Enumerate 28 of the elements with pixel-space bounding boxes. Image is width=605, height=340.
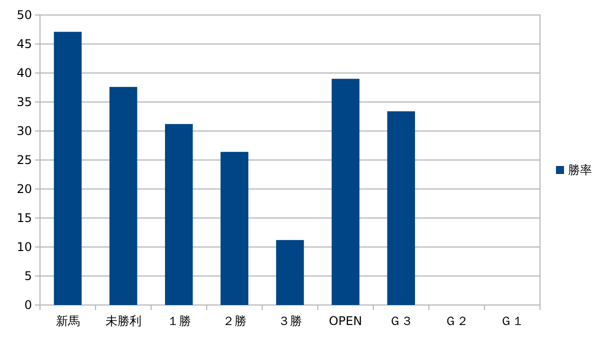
y-tick-label: 50 [16,8,32,22]
y-tick-label: 45 [16,37,32,52]
x-tick-label: OPEN [328,314,362,328]
y-tick-label: 25 [16,153,32,168]
x-tick-label: １勝 [166,314,191,328]
y-tick-label: 30 [16,124,32,138]
bar [332,78,360,305]
x-tick-label: ２勝 [222,314,246,328]
bar [165,124,193,305]
y-tick-label: 40 [16,66,32,80]
y-tick-label: 20 [16,182,32,196]
y-tick-label: 35 [16,95,32,110]
x-tick-label: Ｇ３ [389,314,414,328]
y-tick-label: 0 [24,298,32,312]
y-tick-label: 5 [24,269,32,284]
y-tick-label: 15 [16,211,32,226]
x-tick-label: ３勝 [278,314,302,328]
bar [109,86,138,305]
bar [220,152,248,305]
bar [54,32,82,305]
bar [276,240,304,305]
y-tick-label: 10 [16,240,32,254]
x-tick-label: Ｇ２ [444,314,469,328]
x-tick-label: 未勝利 [105,314,142,328]
x-tick-label: Ｇ１ [500,314,524,328]
bar [387,111,415,305]
x-tick-label: 新馬 [56,314,80,328]
legend-label: 勝率 [568,163,592,178]
